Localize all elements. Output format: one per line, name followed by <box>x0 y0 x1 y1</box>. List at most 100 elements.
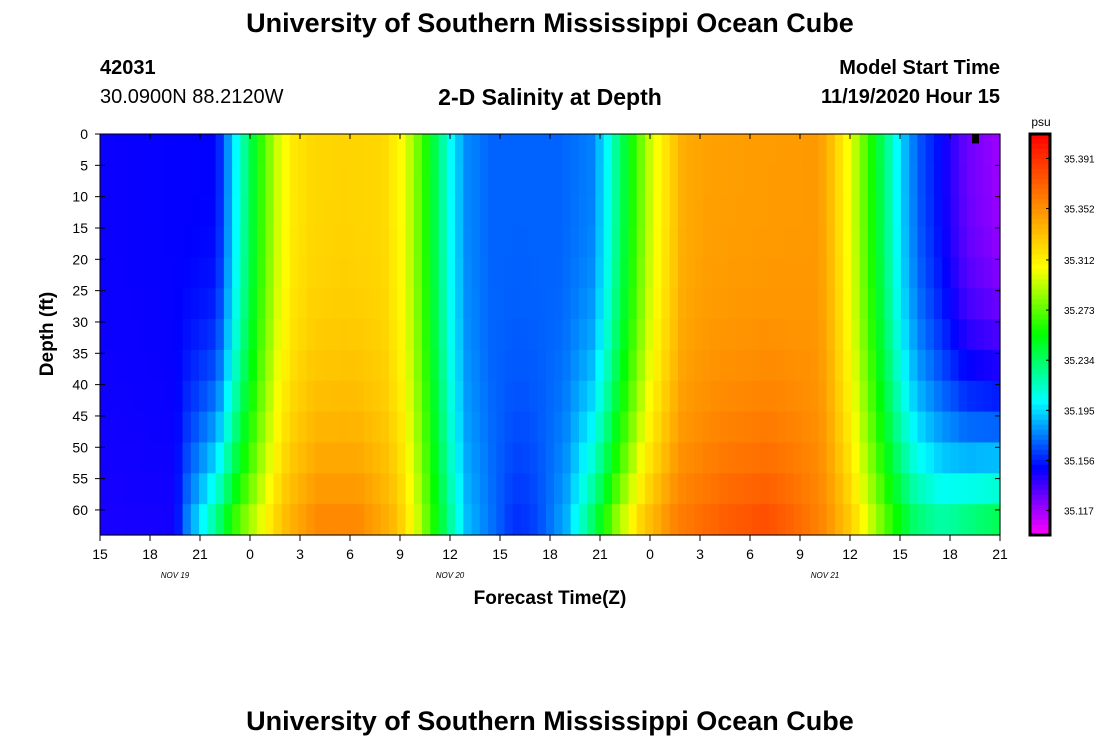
heatmap-cell <box>496 226 506 258</box>
heatmap-cell <box>851 195 861 228</box>
heatmap-cell <box>347 504 357 536</box>
heatmap-cell <box>174 257 184 289</box>
heatmap-cell <box>966 473 976 505</box>
heatmap-cell <box>232 319 241 351</box>
heatmap-cell <box>521 226 530 258</box>
page-footer-title: University of Southern Mississippi Ocean… <box>246 706 854 736</box>
heatmap-cell <box>463 473 473 505</box>
heatmap-cell <box>347 257 357 289</box>
heatmap-cell <box>149 380 159 413</box>
heatmap-cell <box>793 504 803 536</box>
heatmap-cell <box>347 164 357 197</box>
heatmap-cell <box>364 473 374 505</box>
heatmap-cell <box>298 442 308 474</box>
heatmap-cell <box>116 473 126 505</box>
heatmap-cell <box>438 411 448 444</box>
heatmap-cell <box>149 226 159 258</box>
heatmap-cell <box>942 164 952 197</box>
heatmap-cell <box>760 288 770 320</box>
heatmap-cell <box>793 349 803 382</box>
heatmap-cell <box>686 226 696 258</box>
x-tick-label: 12 <box>442 546 458 562</box>
heatmap-cell <box>727 134 737 166</box>
heatmap-cell <box>727 380 737 413</box>
heatmap-cell <box>653 134 663 166</box>
colorbar-strip <box>1030 339 1050 346</box>
heatmap-cell <box>892 164 902 197</box>
heatmap-cell <box>950 349 960 382</box>
heatmap-cell <box>867 164 877 197</box>
heatmap-cell <box>677 134 687 166</box>
heatmap-cell <box>488 164 497 197</box>
heatmap-cell <box>603 226 613 258</box>
heatmap-cell <box>215 411 225 444</box>
heatmap-cell <box>512 442 522 474</box>
colorbar-strip <box>1030 439 1050 446</box>
heatmap-cell <box>587 349 597 382</box>
heatmap-cell <box>215 473 225 505</box>
heatmap-cell <box>223 319 233 351</box>
heatmap-cell <box>422 319 431 351</box>
heatmap-cell <box>116 504 126 536</box>
heatmap-cell <box>644 442 654 474</box>
heatmap-cell <box>554 257 563 289</box>
heatmap-cell <box>281 288 291 320</box>
heatmap-cell <box>752 380 762 413</box>
heatmap-cell <box>223 349 233 382</box>
y-tick-label: 25 <box>72 283 88 299</box>
heatmap-cell <box>100 226 109 258</box>
heatmap-cell <box>190 164 200 197</box>
heatmap-cell <box>578 319 588 351</box>
heatmap-cell <box>900 504 910 536</box>
heatmap-cell <box>777 164 786 197</box>
heatmap-cell <box>900 288 910 320</box>
heatmap-cell <box>413 411 423 444</box>
heatmap-cell <box>322 504 332 536</box>
heatmap-cell <box>884 319 894 351</box>
heatmap-cell <box>413 473 423 505</box>
heatmap-cell <box>190 411 200 444</box>
heatmap-cell <box>950 504 960 536</box>
heatmap-cell <box>711 380 720 413</box>
heatmap-cell <box>223 442 233 474</box>
heatmap-cell <box>339 195 349 228</box>
heatmap-cell <box>826 319 836 351</box>
heatmap-cell <box>331 411 341 444</box>
colorbar-strip <box>1030 479 1050 486</box>
y-tick-label: 45 <box>72 408 88 424</box>
heatmap-cell <box>933 226 943 258</box>
heatmap-cell <box>471 319 481 351</box>
heatmap-cell <box>339 288 349 320</box>
heatmap-cell <box>512 473 522 505</box>
heatmap-cell <box>306 380 316 413</box>
heatmap-cell <box>752 257 762 289</box>
heatmap-cell <box>347 288 357 320</box>
heatmap-cell <box>108 288 118 320</box>
heatmap-cell <box>265 411 274 444</box>
heatmap-cell <box>991 504 1001 536</box>
heatmap-cell <box>215 288 225 320</box>
heatmap-cell <box>471 164 481 197</box>
heatmap-cell <box>190 504 200 536</box>
heatmap-cell <box>256 257 266 289</box>
heatmap-cell <box>892 380 902 413</box>
heatmap-cell <box>719 442 729 474</box>
heatmap-cell <box>248 164 258 197</box>
heatmap-cell <box>636 380 646 413</box>
heatmap-cell <box>100 195 109 228</box>
heatmap-cell <box>116 226 126 258</box>
heatmap-cell <box>991 288 1001 320</box>
data-marker <box>972 134 979 144</box>
heatmap-cell <box>273 195 283 228</box>
heatmap-cell <box>322 319 332 351</box>
heatmap-cell <box>397 319 407 351</box>
heatmap-cell <box>661 226 671 258</box>
heatmap-cell <box>653 442 663 474</box>
heatmap-cell <box>677 288 687 320</box>
colorbar-strip <box>1030 134 1050 140</box>
heatmap-cell <box>298 257 308 289</box>
heatmap-cell <box>826 442 836 474</box>
heatmap-cell <box>942 319 952 351</box>
heatmap-cell <box>488 319 497 351</box>
heatmap-cell <box>355 411 365 444</box>
